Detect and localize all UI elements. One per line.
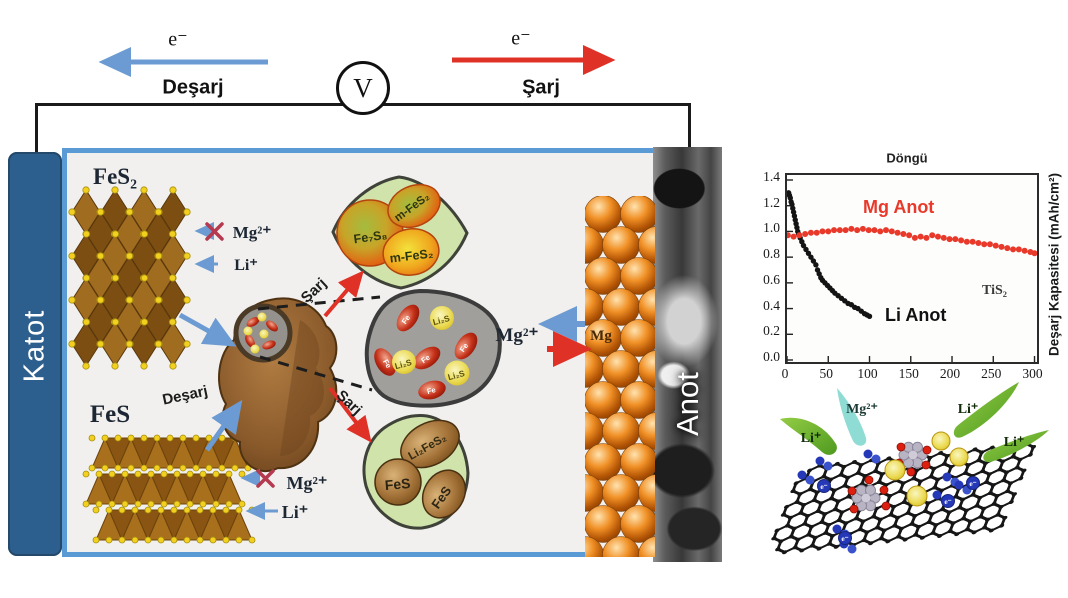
chart-title: Döngü (886, 150, 928, 166)
x-tick-label: 250 (981, 366, 1002, 381)
y-tick-label: 0.0 (763, 349, 780, 364)
x-tick-label: 150 (898, 366, 919, 381)
electron-badge: e⁻ (944, 497, 951, 506)
cathode-label: Katot (18, 309, 51, 383)
discharge-label: Deşarj (162, 76, 224, 99)
electron-badge: e⁻ (841, 534, 848, 543)
x-tick-label: 200 (939, 366, 961, 381)
electron-badge: e⁻ (820, 482, 827, 491)
y-tick-label: 0.2 (763, 323, 780, 339)
graphene-li-label-3: Li⁺ (1004, 435, 1025, 450)
anode-label: Anot (669, 372, 705, 437)
electron-label-discharge: e⁻ (168, 28, 188, 51)
y-axis-label: Deşarj Kapasitesi (mAh/cm²) (1046, 172, 1062, 357)
x-tick-label: 100 (857, 366, 878, 381)
x-tick-label: 300 (1022, 366, 1043, 381)
li-anot-annotation: Li Anot (885, 305, 947, 325)
graphene-lattice (771, 441, 1037, 555)
chart-panel: Döngü Mg Anot Li Anot TiS₂ Deşarj Kapasi… (740, 145, 1068, 397)
charge-label: Şarj (522, 76, 560, 99)
y-tick-label: 0.8 (763, 246, 780, 262)
li-comet (983, 430, 1049, 463)
voltmeter-label: V (353, 72, 373, 103)
anode-strip: Anot (653, 147, 722, 562)
cell-box (62, 148, 656, 557)
li-comet (780, 417, 837, 455)
electron-badge: e⁻ (969, 479, 976, 488)
y-tick-label: 0.6 (763, 271, 780, 287)
y-tick-label: 1.4 (763, 169, 780, 184)
y-tick-label: 1.0 (763, 220, 780, 236)
cathode-bar: Katot (8, 152, 62, 556)
graphene-li-label-1: Li⁺ (801, 431, 822, 446)
y-tick-label: 1.2 (763, 194, 780, 210)
y-tick-label: 0.4 (763, 297, 780, 313)
electron-label-charge: e⁻ (511, 27, 531, 50)
graphene-atoms: e⁻ e⁻ e⁻ e⁻ (797, 431, 980, 554)
x-tick-label: 0 (781, 366, 789, 381)
chart-plot-area (785, 173, 1039, 364)
x-tick-label: 50 (819, 366, 834, 381)
wire-right (688, 103, 691, 149)
voltmeter-icon: V (336, 61, 390, 115)
wire-left (35, 103, 38, 153)
tis2-annotation: TiS₂ (982, 283, 1007, 298)
graphene-li-label-2: Li⁺ (958, 402, 979, 417)
mg-anot-annotation: Mg Anot (863, 197, 935, 217)
graphene-mg-label: Mg²⁺ (846, 402, 878, 417)
